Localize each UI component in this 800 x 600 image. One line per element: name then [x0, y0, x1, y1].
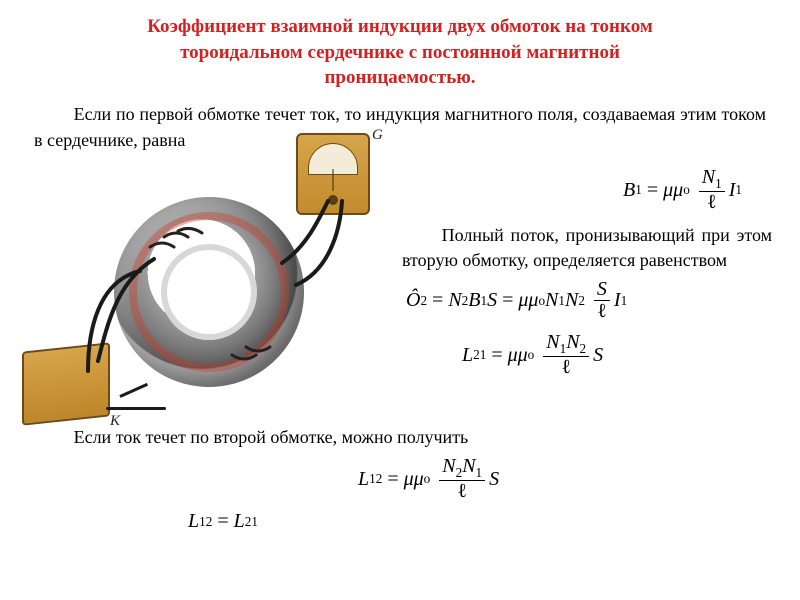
toroid-core-icon: [114, 197, 304, 387]
equation-b1: B1 = μμо N1 ℓ I1: [402, 167, 772, 213]
equation-l21: L21 = μμо N1N2 ℓ S: [402, 332, 772, 378]
title-line-3: проницаемостью.: [324, 67, 475, 88]
label-k: K: [110, 413, 120, 430]
right-column: B1 = μμо N1 ℓ I1 Полный поток, пронизыва…: [402, 161, 772, 384]
equation-l-equal: L12 = L21: [28, 510, 772, 533]
paragraph-3: Если ток течет по второй обмотке, можно …: [34, 425, 766, 450]
equation-flux: Ô2 = N2 B1 S = μμо N1 N2 S ℓ I1: [402, 279, 772, 322]
switch-key-icon: [119, 383, 148, 398]
label-g: G: [372, 127, 383, 144]
title-line-2: тороидальном сердечнике с постоянной маг…: [180, 42, 620, 63]
content-row: G K: [28, 161, 772, 421]
equation-l12: L12 = μμо N2N1 ℓ S: [28, 456, 772, 502]
title-line-1: Коэффициент взаимной индукции двух обмот…: [147, 16, 653, 37]
switch-wire: [106, 407, 166, 410]
battery-box-icon: [22, 342, 110, 425]
paragraph-2: Полный поток, пронизывающий при этом вто…: [402, 223, 772, 273]
paragraph-1: Если по первой обмотке течет ток, то инд…: [34, 101, 766, 153]
page-title: Коэффициент взаимной индукции двух обмот…: [38, 14, 762, 91]
toroid-figure: G K: [28, 161, 388, 421]
galvanometer-icon: [296, 133, 370, 215]
